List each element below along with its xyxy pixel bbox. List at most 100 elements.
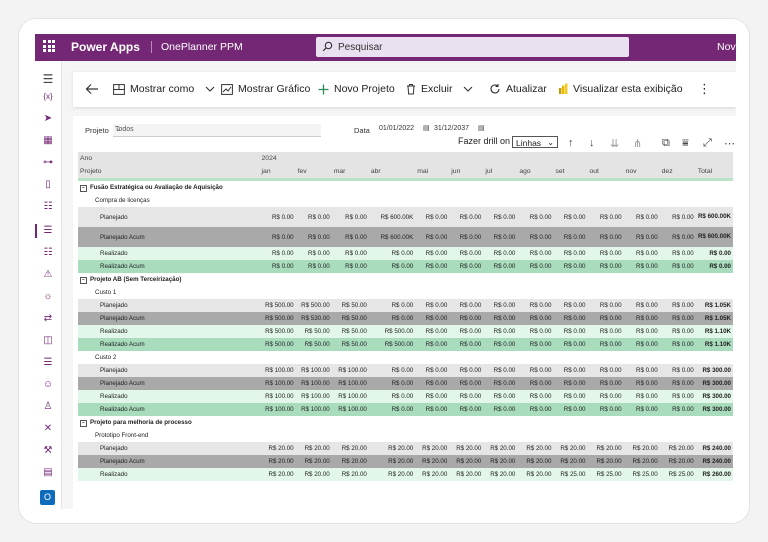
header-month[interactable]: fev (295, 165, 332, 178)
app-launcher-icon[interactable] (43, 40, 55, 52)
value-cell: R$ 0.00 (449, 377, 484, 390)
header-month[interactable]: mar (331, 165, 369, 178)
group-header[interactable]: − Projeto para melhoria de processo (78, 416, 733, 429)
value-cell: R$ 25.00 (659, 468, 696, 481)
atualizar-button[interactable]: Atualizar (489, 81, 547, 97)
mostrar-como-button[interactable]: Mostrar como (113, 81, 215, 97)
team-icon[interactable]: ☺ (42, 379, 54, 390)
document-icon[interactable]: ▯ (45, 179, 51, 190)
header-row-year: Ano 2024 (78, 152, 733, 165)
header-month[interactable]: jun (449, 165, 484, 178)
financial-list-icon[interactable]: ☰ (43, 225, 53, 236)
person-icon[interactable]: ♙ (43, 401, 53, 412)
total-cell: R$ 600.00K (695, 207, 733, 227)
projeto-select[interactable]: Todos ⌄ (113, 124, 321, 137)
value-cell: R$ 0.00 (415, 207, 450, 227)
mostrar-grafico-button[interactable]: Mostrar Gráfico (221, 81, 310, 97)
value-cell: R$ 0.00 (331, 260, 369, 273)
date-from-input[interactable]: 01/01/2022 ▤ (379, 124, 430, 136)
value-cell: R$ 0.00 (587, 312, 624, 325)
filter-icon[interactable]: ⩸ (682, 137, 689, 149)
value-cell: R$ 20.00 (483, 442, 518, 455)
header-total[interactable]: Total (695, 165, 733, 178)
collapse-icon[interactable]: − (80, 184, 87, 192)
search-placeholder: Pesquisar (338, 42, 383, 53)
calendar-icon[interactable]: ▤ (43, 467, 53, 478)
value-cell: R$ 0.00 (623, 247, 660, 260)
user-menu[interactable]: Nova (717, 41, 736, 53)
excluir-button[interactable]: Excluir (406, 81, 453, 97)
overflow-menu-icon[interactable]: ⋮ (698, 81, 711, 96)
row-label: Planejado (78, 364, 260, 377)
header-month[interactable]: jan (259, 165, 296, 178)
send-icon[interactable]: ➤ (43, 113, 53, 124)
value-cell: R$ 20.00 (259, 442, 296, 455)
hierarchy-icon[interactable]: ⊶ (43, 157, 53, 168)
value-cell: R$ 20.00 (449, 455, 484, 468)
expand-next-level-icon[interactable]: ⇊ (610, 138, 620, 150)
header-blank (695, 152, 733, 165)
back-button[interactable] (85, 81, 99, 97)
focus-mode-icon[interactable]: ⤢ (703, 137, 712, 149)
total-cell: R$ 0.00 (695, 247, 733, 260)
table-row: Custo 2 (78, 351, 733, 364)
drill-down-icon[interactable]: ↓ (589, 137, 595, 149)
header-month[interactable]: set (553, 165, 588, 178)
settings-sliders-icon[interactable]: ☰ (43, 357, 53, 368)
hamburger-icon[interactable]: ☰ (42, 72, 54, 86)
copy-icon[interactable]: ⧉ (662, 137, 670, 149)
header-month[interactable]: jul (483, 165, 518, 178)
novo-projeto-button[interactable]: Novo Projeto (318, 81, 395, 97)
collapse-icon[interactable]: − (80, 276, 87, 284)
value-cell: R$ 20.00 (623, 455, 660, 468)
drill-select[interactable]: Linhas ⌄ (512, 136, 558, 148)
header-month[interactable]: nov (623, 165, 660, 178)
value-cell: R$ 0.00 (368, 403, 416, 416)
value-cell: R$ 0.00 (449, 364, 484, 377)
more-options-icon[interactable]: ⋯ (724, 138, 735, 150)
header-projeto[interactable]: Projeto (78, 165, 260, 178)
bug-icon[interactable]: ☼ (43, 291, 53, 302)
warning-icon[interactable]: ⚠ (43, 269, 53, 280)
list-icon[interactable]: ☷ (43, 201, 53, 212)
header-month[interactable]: abr (368, 165, 416, 178)
org-chart-icon[interactable]: ▦ (43, 135, 53, 146)
command-bar: Mostrar como Mostrar Gráfico Novo Projet… (73, 72, 736, 107)
checklist-icon[interactable]: ☷ (43, 247, 53, 258)
value-cell: R$ 100.00 (295, 390, 332, 403)
value-cell: R$ 0.00 (483, 364, 518, 377)
header-month[interactable]: out (587, 165, 624, 178)
value-cell: R$ 0.00 (659, 227, 696, 247)
expand-all-icon[interactable]: ⋔ (633, 138, 643, 150)
more-dropdown-button[interactable] (463, 81, 473, 97)
value-cell: R$ 0.00 (517, 312, 554, 325)
header-blank (415, 152, 450, 165)
value-cell: R$ 0.00 (623, 338, 660, 351)
header-month[interactable]: ago (517, 165, 554, 178)
area-switcher-button[interactable]: O (40, 490, 55, 505)
value-cell: R$ 0.00 (483, 377, 518, 390)
group-header[interactable]: − Fusão Estratégica ou Avaliação de Aquis… (78, 181, 733, 194)
trash-icon (407, 84, 415, 95)
collapse-icon[interactable]: − (80, 419, 87, 427)
group-header[interactable]: − Projeto AB (Sem Terceirização) (78, 273, 733, 286)
search-input[interactable]: Pesquisar (316, 37, 629, 57)
app-name[interactable]: OnePlanner PPM (151, 41, 243, 53)
value-cell: R$ 20.00 (295, 468, 332, 481)
header-month[interactable]: dez (659, 165, 696, 178)
value-cell: R$ 20.00 (449, 468, 484, 481)
variables-icon[interactable]: {x} (43, 92, 53, 101)
package-icon[interactable]: ◫ (43, 335, 53, 346)
gavel-icon[interactable]: ⚒ (43, 445, 53, 456)
network-icon[interactable]: ✕ (43, 423, 53, 434)
value-cell: R$ 0.00 (415, 364, 450, 377)
drill-up-icon[interactable]: ↑ (568, 137, 574, 149)
value-cell: R$ 0.00 (331, 227, 369, 247)
table-row: Realizado R$ 20.00 R$ 20.00 R$ 20.00 R$ 20.0… (78, 468, 733, 481)
visualizar-button[interactable]: Visualizar esta exibição (558, 81, 683, 97)
header-year[interactable]: 2024 (259, 152, 296, 165)
brand-title[interactable]: Power Apps (71, 40, 140, 54)
date-to-input[interactable]: 31/12/2037 ▤ (434, 124, 485, 136)
swap-icon[interactable]: ⇄ (43, 313, 53, 324)
header-month[interactable]: mai (415, 165, 450, 178)
